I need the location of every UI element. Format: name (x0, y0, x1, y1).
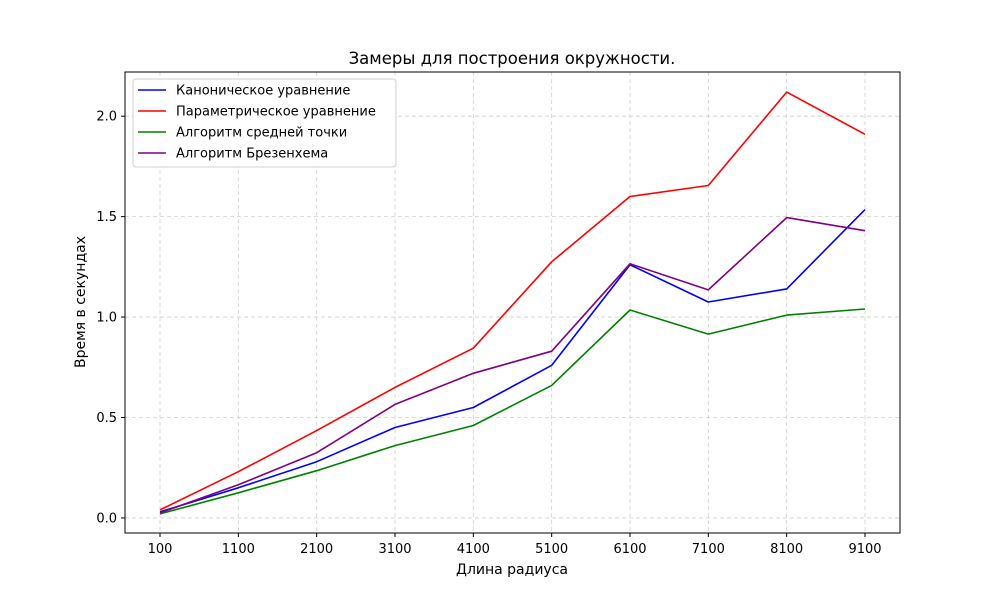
series-line-2 (159, 91, 866, 511)
legend-label: Параметрическое уравнение (176, 105, 376, 120)
legend: Каноническое уравнение Параметрическое ур… (132, 78, 397, 168)
y-axis-ticks: 0.0 0.5 1.0 1.5 2.0 (96, 110, 125, 526)
chart-title: Замеры для построения окружности. (349, 49, 676, 68)
x-tick-label: 6100 (613, 542, 646, 557)
y-tick-label: 0.5 (96, 411, 117, 426)
series-lines (159, 91, 866, 515)
x-tick-label: 100 (148, 542, 173, 557)
y-tick-label: 1.5 (96, 210, 117, 225)
legend-label: Алгоритм Брезенхема (176, 147, 328, 162)
legend-box (132, 78, 397, 168)
x-tick-label: 3100 (378, 542, 411, 557)
legend-label: Алгоритм средней точки (176, 126, 347, 141)
series-line-1 (159, 209, 866, 513)
y-tick-label: 1.0 (96, 311, 117, 326)
series-line-3 (159, 308, 866, 515)
x-tick-label: 8100 (770, 542, 803, 557)
x-tick-label: 7100 (692, 542, 725, 557)
x-tick-label: 4100 (457, 542, 490, 557)
x-tick-label: 1100 (222, 542, 255, 557)
plot-frame (124, 71, 901, 534)
x-tick-label: 2100 (300, 542, 333, 557)
x-axis-ticks: 100 1100 2100 3100 4100 5100 6100 7100 8100 9100 (148, 533, 882, 557)
x-tick-label: 5100 (535, 542, 568, 557)
x-tick-label: 9100 (848, 542, 881, 557)
y-tick-label: 2.0 (96, 110, 117, 125)
y-axis-label: Время в секундах (73, 236, 89, 368)
x-axis-label: Длина радиуса (456, 562, 568, 578)
y-tick-label: 0.0 (96, 511, 117, 526)
legend-label: Каноническое уравнение (176, 84, 350, 99)
series-line-4 (159, 216, 866, 514)
